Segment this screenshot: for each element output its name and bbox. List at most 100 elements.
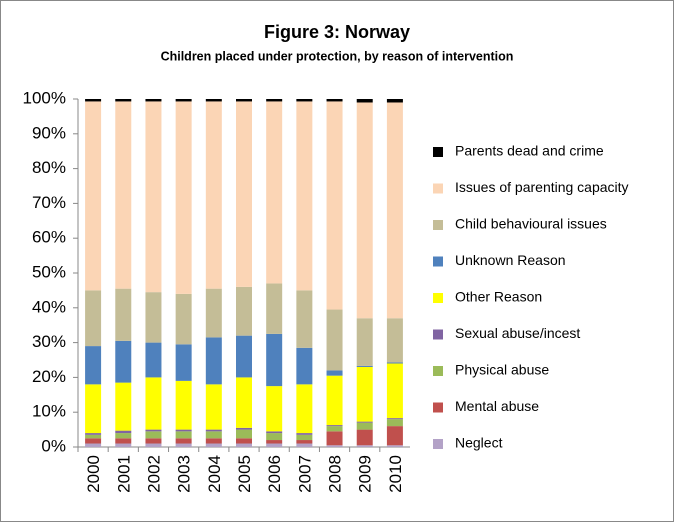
bar-segment <box>296 101 313 291</box>
bar-segment <box>266 431 283 434</box>
bar-segment <box>85 438 102 444</box>
bar-segment <box>115 443 132 447</box>
bar-segment <box>326 425 343 427</box>
bar-segment <box>266 433 283 441</box>
bar-segment <box>326 375 343 426</box>
legend-label: Neglect <box>455 435 503 451</box>
bar-segment <box>115 433 132 439</box>
x-tick-label: 2008 <box>326 455 345 493</box>
bar-segment <box>175 429 192 432</box>
bar-segment <box>386 318 403 363</box>
bar-segment <box>386 362 403 364</box>
bar-segment <box>236 427 252 430</box>
bar-segment <box>205 431 222 439</box>
bar-segment <box>236 443 252 447</box>
legend-label: Other Reason <box>455 289 542 305</box>
bar-segment <box>175 101 192 294</box>
bar-segment <box>205 438 222 444</box>
bar-segment <box>386 363 403 419</box>
x-tick-label: 2007 <box>295 455 314 493</box>
bar-segment <box>115 340 132 383</box>
bar-segment <box>145 431 162 439</box>
bar-segment <box>236 99 252 102</box>
legend-swatch <box>433 329 443 340</box>
bar-segment <box>175 344 192 381</box>
y-tick-label: 20% <box>32 367 66 386</box>
legend-swatch <box>433 183 443 194</box>
legend-label: Parents dead and crime <box>455 143 604 159</box>
bar-segment <box>85 433 102 435</box>
bar-segment <box>145 342 162 378</box>
bar-segment <box>115 438 132 444</box>
bar-segment <box>356 429 373 446</box>
legend-swatch <box>433 402 443 413</box>
x-tick-label: 2005 <box>235 455 254 493</box>
bar-segment <box>175 438 192 444</box>
bar-segment <box>356 421 373 423</box>
bar-segment <box>356 318 373 366</box>
bar-segment <box>115 382 132 431</box>
legend-swatch <box>433 220 443 230</box>
bar-segment <box>205 337 222 385</box>
bar-segment <box>266 386 283 432</box>
bar-segment <box>386 445 403 447</box>
bar-segment <box>85 384 102 434</box>
bar-segment <box>266 443 283 447</box>
bar-segment <box>145 99 162 102</box>
bar-segment <box>326 426 343 432</box>
legend-label: Mental abuse <box>455 398 539 414</box>
bar-segment <box>145 292 162 343</box>
bar-segment <box>115 99 132 102</box>
bar-segment <box>145 377 162 430</box>
bar-segment <box>326 99 343 102</box>
bar-segment <box>356 445 373 447</box>
bar-segment <box>115 430 132 434</box>
bar-segment <box>236 286 252 336</box>
bar-segment <box>266 333 283 387</box>
bar-segment <box>296 440 313 444</box>
bar-segment <box>85 101 102 291</box>
bar-segment <box>356 365 373 367</box>
bar-segment <box>175 443 192 447</box>
bar-segment <box>145 443 162 447</box>
bar-segment <box>296 99 313 102</box>
bar-segment <box>296 290 313 348</box>
chart-title: Figure 3: Norway <box>264 22 410 42</box>
bar-segment <box>85 434 102 439</box>
bar-segment <box>85 346 102 385</box>
bar-segment <box>145 101 162 293</box>
bar-segment <box>356 366 373 422</box>
bar-segment <box>85 290 102 347</box>
legend-swatch <box>433 439 443 449</box>
chart-subtitle: Children placed under protection, by rea… <box>161 49 514 63</box>
bar-segment <box>205 384 222 430</box>
x-tick-label: 2009 <box>356 455 375 493</box>
legend-label: Child behavioural issues <box>455 216 607 232</box>
legend-swatch <box>433 293 443 303</box>
bar-segment <box>236 429 252 439</box>
y-tick-label: 100% <box>23 88 66 107</box>
bar-segment <box>236 101 252 287</box>
bar-segment <box>326 101 343 310</box>
legend-label: Sexual abuse/incest <box>455 325 580 341</box>
bar-segment <box>115 101 132 289</box>
x-tick-label: 2001 <box>114 455 133 493</box>
bar-segment <box>296 443 313 447</box>
bar-segment <box>296 384 313 434</box>
bar-segment <box>205 288 222 338</box>
bar-segment <box>205 99 222 102</box>
bar-segment <box>296 347 313 385</box>
bar-segment <box>266 440 283 444</box>
bar-segment <box>326 445 343 447</box>
bar-segment <box>326 370 343 376</box>
x-tick-label: 2003 <box>175 455 194 493</box>
bar-segment <box>386 419 403 427</box>
legend-swatch <box>433 147 443 157</box>
bar-segment <box>236 377 252 428</box>
bar-segment <box>266 101 283 284</box>
bar-segment <box>296 434 313 441</box>
x-tick-label: 2004 <box>205 455 224 493</box>
bar-segment <box>326 309 343 371</box>
bar-segment <box>145 438 162 444</box>
